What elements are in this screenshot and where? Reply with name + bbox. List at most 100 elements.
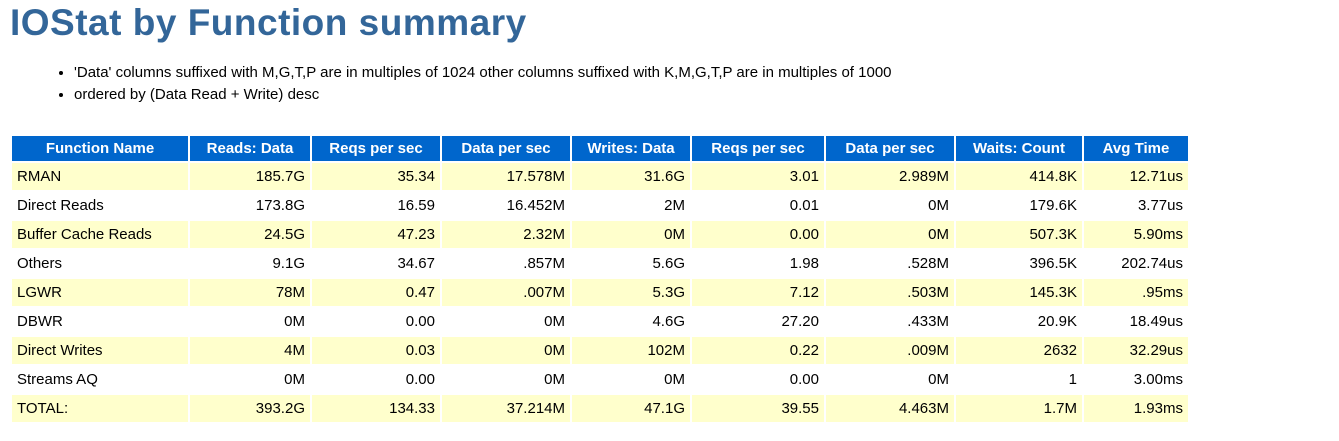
value-cell: 0M <box>826 191 954 219</box>
value-cell: 17.578M <box>442 162 570 190</box>
value-cell: 179.6K <box>956 191 1082 219</box>
value-cell: 5.3G <box>572 278 690 306</box>
value-cell: 2M <box>572 191 690 219</box>
value-cell: 393.2G <box>190 394 310 422</box>
column-header-avg-time: Avg Time <box>1084 135 1188 161</box>
value-cell: 507.3K <box>956 220 1082 248</box>
function-name-cell: Streams AQ <box>12 365 188 393</box>
value-cell: 0M <box>572 365 690 393</box>
function-name-cell: Direct Writes <box>12 336 188 364</box>
value-cell: 12.71us <box>1084 162 1188 190</box>
value-cell: 5.90ms <box>1084 220 1188 248</box>
value-cell: 0.00 <box>312 307 440 335</box>
value-cell: 4.6G <box>572 307 690 335</box>
value-cell: 2632 <box>956 336 1082 364</box>
column-header-waits-count: Waits: Count <box>956 135 1082 161</box>
column-header-writes-reqs-per-sec: Reqs per sec <box>692 135 824 161</box>
value-cell: 134.33 <box>312 394 440 422</box>
table-row: TOTAL: 393.2G 134.33 37.214M 47.1G 39.55 4.463… <box>12 394 1188 422</box>
value-cell: .857M <box>442 249 570 277</box>
column-header-writes-data-per-sec: Data per sec <box>826 135 954 161</box>
value-cell: 102M <box>572 336 690 364</box>
note-data-multiples: 'Data' columns suffixed with M,G,T,P are… <box>74 62 1339 84</box>
table-row: DBWR 0M 0.00 0M 4.6G 27.20.433M 20.9K 18.49us <box>12 307 1188 335</box>
table-row: LGWR 78M 0.47.007M 5.3G 7.12.503M 145.3K .95ms <box>12 278 1188 306</box>
report-page: IOStat by Function summary 'Data' column… <box>0 0 1339 424</box>
value-cell: 18.49us <box>1084 307 1188 335</box>
value-cell: 4M <box>190 336 310 364</box>
column-header-reads-data: Reads: Data <box>190 135 310 161</box>
function-name-cell: DBWR <box>12 307 188 335</box>
note-ordering: ordered by (Data Read + Write) desc <box>74 84 1339 106</box>
value-cell: 4.463M <box>826 394 954 422</box>
value-cell: 37.214M <box>442 394 570 422</box>
value-cell: .007M <box>442 278 570 306</box>
page-title: IOStat by Function summary <box>10 2 527 43</box>
value-cell: 47.1G <box>572 394 690 422</box>
value-cell: 414.8K <box>956 162 1082 190</box>
column-header-reads-data-per-sec: Data per sec <box>442 135 570 161</box>
iostat-by-function-table: Function Name Reads: Data Reqs per sec D… <box>10 134 1190 424</box>
value-cell: 0M <box>190 365 310 393</box>
notes-list: 'Data' columns suffixed with M,G,T,P are… <box>36 62 1339 106</box>
table-row: Streams AQ 0M 0.00 0M 0M 0.00 0M 1 3.00ms <box>12 365 1188 393</box>
value-cell: 0.00 <box>692 220 824 248</box>
value-cell: 0M <box>442 336 570 364</box>
value-cell: 9.1G <box>190 249 310 277</box>
value-cell: 0M <box>442 365 570 393</box>
value-cell: 0M <box>442 307 570 335</box>
value-cell: 2.989M <box>826 162 954 190</box>
column-header-writes-data: Writes: Data <box>572 135 690 161</box>
iostat-table-body: RMAN 185.7G 35.34 17.578M 31.6G 3.01 2.989M 414… <box>12 162 1188 422</box>
value-cell: 16.59 <box>312 191 440 219</box>
function-name-cell: RMAN <box>12 162 188 190</box>
value-cell: 34.67 <box>312 249 440 277</box>
value-cell: 185.7G <box>190 162 310 190</box>
value-cell: 396.5K <box>956 249 1082 277</box>
column-header-function-name: Function Name <box>12 135 188 161</box>
value-cell: 27.20 <box>692 307 824 335</box>
value-cell: 0M <box>572 220 690 248</box>
value-cell: 7.12 <box>692 278 824 306</box>
value-cell: 16.452M <box>442 191 570 219</box>
value-cell: 2.32M <box>442 220 570 248</box>
value-cell: 0M <box>190 307 310 335</box>
value-cell: 0.03 <box>312 336 440 364</box>
function-name-cell: Buffer Cache Reads <box>12 220 188 248</box>
value-cell: 3.77us <box>1084 191 1188 219</box>
value-cell: 35.34 <box>312 162 440 190</box>
value-cell: 39.55 <box>692 394 824 422</box>
value-cell: 20.9K <box>956 307 1082 335</box>
function-name-cell: Direct Reads <box>12 191 188 219</box>
value-cell: .009M <box>826 336 954 364</box>
value-cell: .503M <box>826 278 954 306</box>
value-cell: 3.00ms <box>1084 365 1188 393</box>
value-cell: 24.5G <box>190 220 310 248</box>
table-row: Buffer Cache Reads 24.5G 47.23 2.32M 0M 0.00 0… <box>12 220 1188 248</box>
value-cell: 145.3K <box>956 278 1082 306</box>
value-cell: 202.74us <box>1084 249 1188 277</box>
value-cell: 31.6G <box>572 162 690 190</box>
value-cell: 0M <box>826 220 954 248</box>
value-cell: 1.93ms <box>1084 394 1188 422</box>
value-cell: 0.22 <box>692 336 824 364</box>
value-cell: 0.00 <box>692 365 824 393</box>
table-row: RMAN 185.7G 35.34 17.578M 31.6G 3.01 2.989M 414… <box>12 162 1188 190</box>
value-cell: 0.00 <box>312 365 440 393</box>
column-header-reads-reqs-per-sec: Reqs per sec <box>312 135 440 161</box>
value-cell: 32.29us <box>1084 336 1188 364</box>
value-cell: 1 <box>956 365 1082 393</box>
value-cell: 0.01 <box>692 191 824 219</box>
value-cell: 0M <box>826 365 954 393</box>
value-cell: .95ms <box>1084 278 1188 306</box>
function-name-cell: Others <box>12 249 188 277</box>
table-header-row: Function Name Reads: Data Reqs per sec D… <box>12 135 1188 161</box>
value-cell: .433M <box>826 307 954 335</box>
value-cell: 5.6G <box>572 249 690 277</box>
value-cell: 1.98 <box>692 249 824 277</box>
value-cell: 1.7M <box>956 394 1082 422</box>
value-cell: .528M <box>826 249 954 277</box>
function-name-cell: LGWR <box>12 278 188 306</box>
table-row: Direct Writes 4M 0.03 0M 102M 0.22.009M 2632 32… <box>12 336 1188 364</box>
value-cell: 0.47 <box>312 278 440 306</box>
